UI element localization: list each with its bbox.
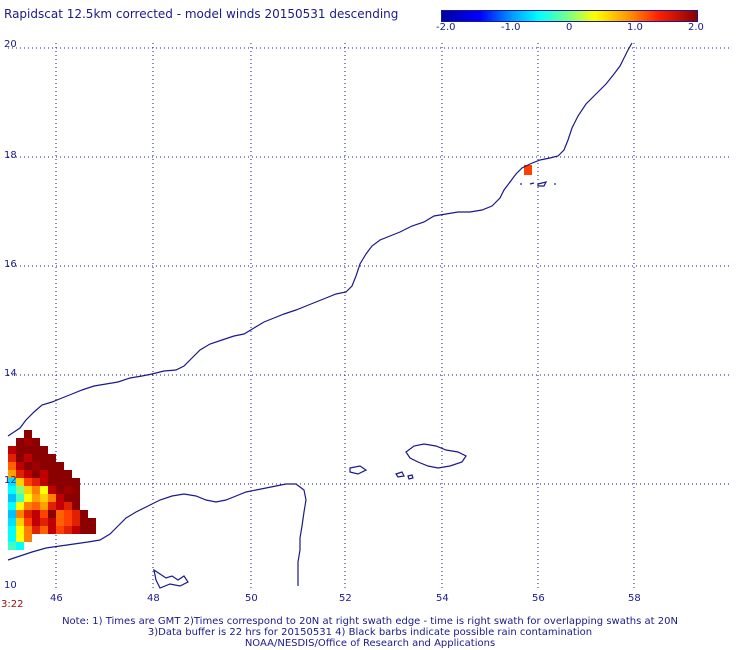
colorbar-tick: -2.0 xyxy=(436,22,456,33)
lon-label: 52 xyxy=(339,593,352,604)
note-line-2: 3)Data buffer is 22 hrs for 20150531 4) … xyxy=(147,627,593,638)
coastline xyxy=(7,42,633,589)
note-line-3: NOAA/NESDIS/Office of Research and Appli… xyxy=(244,638,496,649)
colorbar-tick: 0 xyxy=(566,22,573,33)
chart-title: Rapidscat 12.5km corrected - model winds… xyxy=(4,7,399,21)
lon-label: 54 xyxy=(436,593,449,604)
colorbar xyxy=(441,10,698,22)
lat-label: 10 xyxy=(4,580,17,591)
swath-time-label: 3:22 xyxy=(1,599,24,610)
lon-label: 50 xyxy=(245,593,258,604)
colorbar-tick: -1.0 xyxy=(501,22,521,33)
lon-label: 48 xyxy=(147,593,160,604)
lon-label: 46 xyxy=(50,593,63,604)
colorbar-tick: 2.0 xyxy=(688,22,704,33)
lat-label: 16 xyxy=(4,259,17,270)
colorbar-tick: 1.0 xyxy=(627,22,643,33)
gridlines xyxy=(8,43,730,590)
lon-label: 58 xyxy=(628,593,641,604)
lat-label: 20 xyxy=(4,39,17,50)
plot-area xyxy=(8,43,730,590)
wind-data-cells xyxy=(8,165,532,550)
lon-label: 56 xyxy=(532,593,545,604)
lat-label: 18 xyxy=(4,150,17,161)
lat-label: 14 xyxy=(4,368,17,379)
wind-data-cell-isolated xyxy=(524,165,532,175)
lat-label: 12 xyxy=(4,475,17,486)
note-line-1: Note: 1) Times are GMT 2)Times correspon… xyxy=(62,616,678,627)
